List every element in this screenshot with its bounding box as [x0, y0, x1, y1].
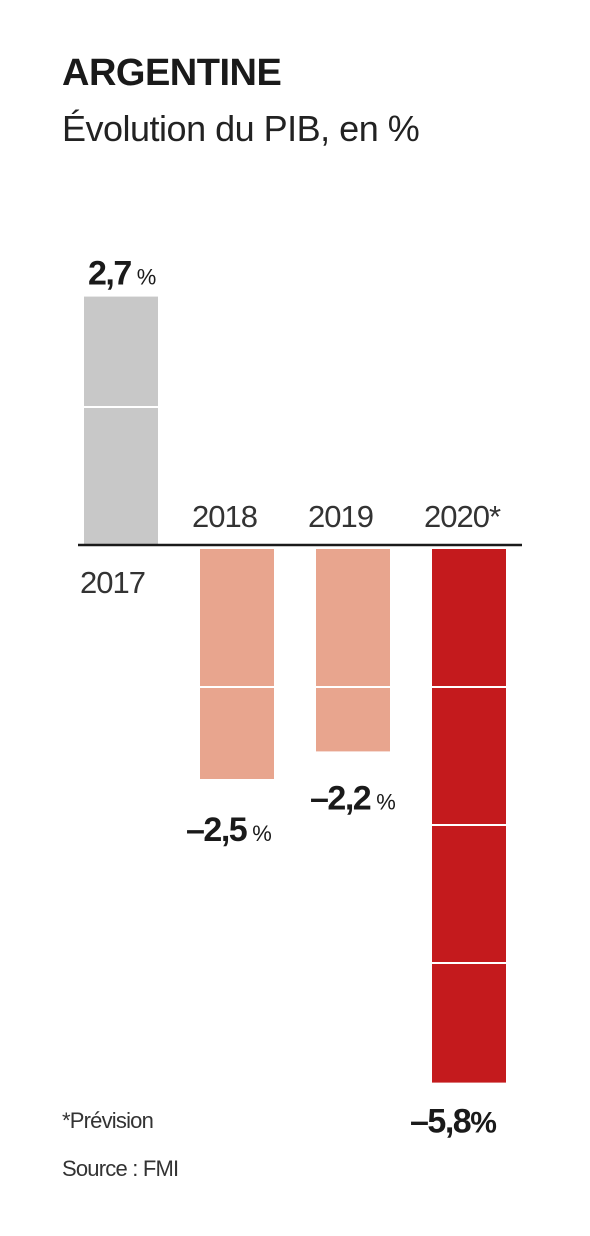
value-label-2019: –2,2% [310, 779, 395, 817]
category-label-2018: 2018 [192, 499, 257, 534]
forecast-footnote: *Prévision [62, 1108, 154, 1133]
bar-2018 [200, 549, 274, 779]
category-label-2017: 2017 [80, 565, 145, 600]
value-unit: % [470, 1107, 496, 1140]
chart-subtitle: Évolution du PIB, en % [62, 108, 420, 149]
bar-2019 [316, 549, 390, 752]
bar-2017 [84, 296, 158, 545]
value-label-2017: 2,7% [88, 255, 156, 293]
value-unit: % [252, 821, 271, 846]
value-unit: % [137, 265, 156, 290]
value-unit: % [376, 789, 395, 814]
category-label-2019: 2019 [308, 499, 373, 534]
category-label-2020*: 2020* [424, 499, 501, 534]
value-label-2020*: –5,8% [410, 1103, 496, 1141]
chart-title: ARGENTINE [62, 52, 282, 94]
value-label-2018: –2,5% [186, 811, 271, 849]
bar-2020* [432, 549, 506, 1083]
source-note: Source : FMI [62, 1156, 179, 1181]
